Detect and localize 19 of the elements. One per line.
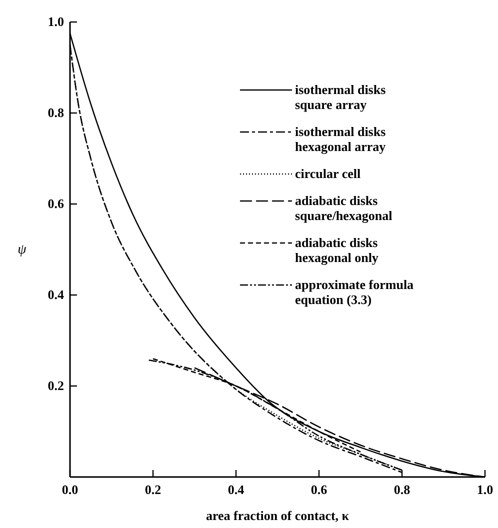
y-tick-label: 0.4: [48, 287, 64, 302]
y-tick-label: 0.8: [48, 105, 64, 120]
legend-label: adiabatic disks hexagonal only: [295, 235, 379, 265]
y-tick-label: 1.0: [48, 14, 64, 29]
legend-label: adiabatic disks square/hexagonal: [295, 193, 393, 223]
x-axis-title: area fraction of contact, κ: [206, 508, 350, 523]
x-tick-label: 1.0: [476, 482, 494, 497]
legend-label: circular cell: [295, 166, 361, 181]
x-tick-label: 0.0: [62, 482, 78, 497]
legend-label: isothermal disks square array: [295, 82, 386, 112]
y-axis-title: ψ: [18, 242, 27, 258]
legend-label: isothermal disks hexagonal array: [295, 124, 386, 154]
x-tick-label: 0.4: [228, 482, 245, 497]
y-tick-label: 0.6: [48, 196, 64, 211]
y-tick-label: 0.2: [48, 378, 64, 393]
x-tick-label: 0.2: [144, 482, 162, 497]
legend-label: approximate formula equation (3.3): [295, 277, 414, 307]
x-tick-label: 0.8: [394, 482, 411, 497]
x-tick-label: 0.6: [310, 482, 328, 497]
